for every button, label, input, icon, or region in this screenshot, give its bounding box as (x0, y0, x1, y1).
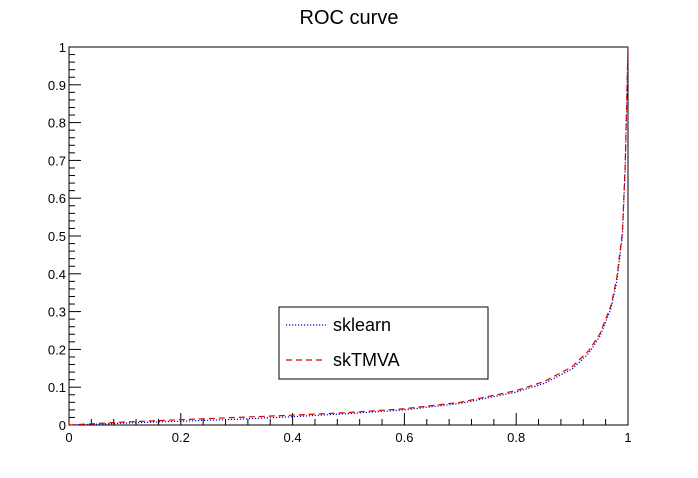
legend-label-sklearn: sklearn (333, 315, 391, 335)
chart-title: ROC curve (300, 7, 399, 29)
series-layer (68, 46, 629, 426)
x-tick-label: 0.8 (507, 430, 525, 445)
y-tick-label: 1 (59, 40, 66, 55)
legend-box (278, 306, 489, 380)
y-tick-label: 0.9 (48, 78, 66, 93)
y-tick-label: 0.5 (48, 229, 66, 244)
y-tick-label: 0.2 (48, 342, 66, 357)
y-tick-label: 0.6 (48, 191, 66, 206)
legend-label-sktmva: skTMVA (333, 350, 400, 370)
series-line-sktmva (68, 46, 629, 426)
y-tick-label: 0.4 (48, 267, 66, 282)
y-tick-label: 0.7 (48, 153, 66, 168)
y-tick-label: 0 (59, 418, 66, 433)
x-tick-label: 0.6 (395, 430, 413, 445)
y-axis: 0 0.1 0.2 0.3 0.4 0.5 0.6 0.7 0.8 0.9 1 (48, 40, 81, 433)
minor-ticks (69, 54, 607, 425)
series-line-sklearn (68, 46, 629, 426)
y-tick-label: 0.1 (48, 380, 66, 395)
x-tick-label: 0 (65, 430, 72, 445)
x-tick-label: 0.2 (172, 430, 190, 445)
legend: sklearn skTMVA (278, 306, 489, 380)
y-tick-label: 0.3 (48, 305, 66, 320)
y-tick-label: 0.8 (48, 116, 66, 131)
x-axis: 0 0.2 0.4 0.6 0.8 1 (65, 413, 632, 445)
x-tick-label: 0.4 (284, 430, 302, 445)
x-tick-label: 1 (624, 430, 631, 445)
